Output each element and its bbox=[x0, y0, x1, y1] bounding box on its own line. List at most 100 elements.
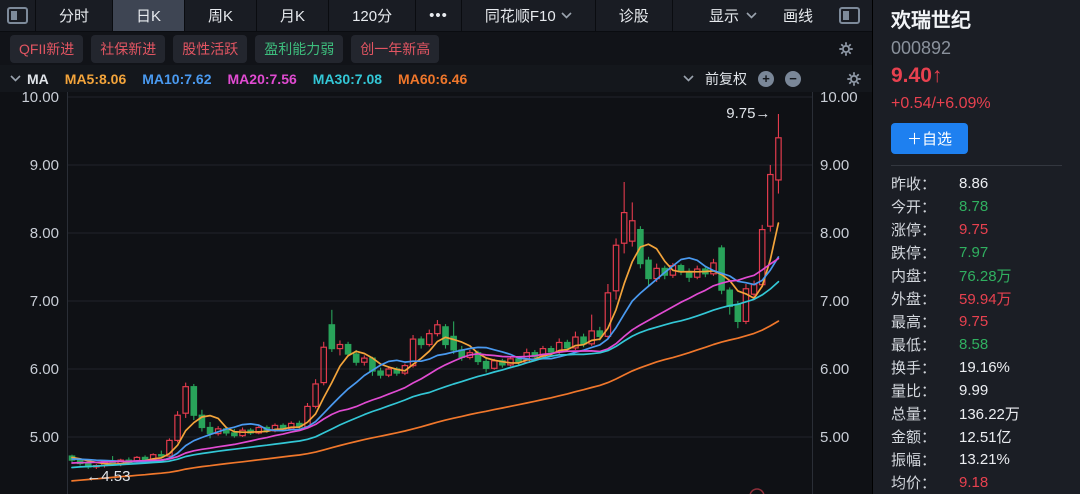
add-watchlist-button[interactable]: ＋自选 bbox=[891, 122, 969, 154]
chart-settings-button[interactable] bbox=[846, 71, 862, 87]
ma-legend-title: MA bbox=[27, 70, 49, 87]
stat-value: 9.99 bbox=[959, 381, 989, 399]
stat-label: 外盘： bbox=[891, 290, 937, 308]
tab-日K[interactable]: 日K bbox=[113, 0, 186, 31]
zoom-out-button[interactable]: − bbox=[785, 70, 801, 87]
toolbar-画线[interactable]: 画线 bbox=[783, 5, 813, 26]
grid-layer: 5.00 5.00 6.00 6.00 7.00 7.00 8.00 8.00 9.00 9.00… bbox=[21, 89, 858, 494]
stat-row: 金额： 12.51亿 bbox=[891, 425, 1080, 448]
y-axis-label-right: 5.00 bbox=[820, 429, 849, 446]
ma30-line bbox=[71, 280, 780, 469]
signal-tagbar: QFII新进 社保新进 股性活跃 盈利能力弱 创一年新高 bbox=[0, 32, 872, 65]
zoom-in-button[interactable]: + bbox=[758, 70, 774, 87]
stat-label: 金额： bbox=[891, 428, 937, 446]
stat-row: 均价： 9.18 bbox=[891, 471, 1080, 494]
tab-诊股[interactable]: 诊股 bbox=[596, 0, 673, 31]
gear-icon bbox=[847, 71, 861, 86]
tab-同花顺F10[interactable]: 同花顺F10 bbox=[462, 0, 596, 31]
y-axis-label-right: 9.00 bbox=[820, 157, 849, 174]
stat-row: 最低： 8.58 bbox=[891, 333, 1080, 356]
ma-value-label: MA10:7.62 bbox=[142, 70, 212, 87]
last-price: 9.40↑ bbox=[891, 64, 943, 88]
stat-row: 最高： 9.75 bbox=[891, 310, 1080, 333]
ma-legend-values: MA5:8.06 MA10:7.62 MA20:7.56 MA30:7.08 MA60:… bbox=[65, 71, 468, 87]
signal-tag[interactable]: 股性活跃 bbox=[173, 34, 248, 63]
stat-value: 136.22万 bbox=[959, 405, 1020, 423]
stat-value: 76.28万 bbox=[959, 267, 1012, 285]
ma-value-label: MA5:8.06 bbox=[64, 70, 127, 87]
tab-月K[interactable]: 月K bbox=[257, 0, 330, 31]
period-tabs: 分时 日K 周K 月K 120分 ••• 同花顺F10 诊股 bbox=[36, 0, 673, 31]
stat-value: 8.86 bbox=[959, 174, 989, 192]
y-axis-label-left: 10.00 bbox=[21, 92, 59, 106]
tab-周K[interactable]: 周K bbox=[185, 0, 258, 31]
watermark-logo bbox=[749, 488, 765, 494]
chart-area: 5.00 5.00 6.00 6.00 7.00 7.00 8.00 8.00 9.00 9.00… bbox=[0, 89, 872, 494]
signal-tag[interactable]: 盈利能力弱 bbox=[255, 34, 344, 63]
stat-value: 9.75 bbox=[959, 312, 989, 330]
y-axis-label-left: 5.00 bbox=[30, 429, 59, 446]
ma5-line bbox=[71, 222, 780, 466]
stat-row: 换手： 19.16% bbox=[891, 356, 1080, 379]
stat-label: 昨收： bbox=[891, 175, 937, 193]
adjust-mode-selector[interactable]: 前复权 bbox=[705, 70, 747, 87]
stat-label: 总量： bbox=[891, 405, 937, 423]
stat-value: 13.21% bbox=[959, 450, 1010, 468]
ma-value-label: MA20:7.56 bbox=[227, 70, 297, 87]
stat-label: 涨停： bbox=[891, 221, 937, 239]
tab-分时[interactable]: 分时 bbox=[36, 0, 114, 31]
tab-label: 诊股 bbox=[618, 8, 649, 25]
y-axis-label-right: 7.00 bbox=[820, 293, 849, 310]
y-axis-label-left: 7.00 bbox=[30, 293, 59, 310]
toolbar-item-label: 画线 bbox=[782, 8, 813, 25]
ma10-line bbox=[71, 256, 780, 463]
stat-label: 均价： bbox=[891, 474, 937, 492]
chevron-down-icon bbox=[10, 75, 21, 82]
period-tabbar: 分时 日K 周K 月K 120分 ••• 同花顺F10 诊股 显示 画线 bbox=[0, 0, 872, 32]
signal-tags: QFII新进 社保新进 股性活跃 盈利能力弱 创一年新高 bbox=[10, 34, 440, 63]
chevron-down-icon bbox=[683, 75, 694, 82]
tagbar-settings-button[interactable] bbox=[838, 41, 854, 57]
stock-name: 欢瑞世纪 bbox=[891, 10, 971, 32]
y-axis-label-left: 6.00 bbox=[30, 361, 59, 378]
stat-value: 9.75 bbox=[959, 220, 989, 238]
tab-label: 120分 bbox=[352, 8, 393, 25]
stat-row: 跌停： 7.97 bbox=[891, 241, 1080, 264]
ma-value-label: MA30:7.08 bbox=[312, 70, 383, 87]
stat-row: 涨停： 9.75 bbox=[891, 218, 1080, 241]
ma-legend-toggle[interactable]: MA bbox=[10, 71, 49, 87]
stat-label: 内盘： bbox=[891, 267, 937, 285]
toolbar-item-label: 显示 bbox=[708, 8, 739, 25]
toolbar-显示[interactable]: 显示 bbox=[709, 5, 757, 26]
quote-stats: 昨收： 8.86 今开： 8.78 涨停： 9.75 跌停： 7.97 内盘： 76.28万 外盘：… bbox=[891, 172, 1080, 494]
signal-tag[interactable]: 社保新进 bbox=[91, 34, 166, 63]
stat-value: 12.51亿 bbox=[959, 428, 1012, 446]
tab-•••[interactable]: ••• bbox=[416, 0, 462, 31]
gear-icon bbox=[839, 41, 853, 56]
stat-row: 量比： 9.99 bbox=[891, 379, 1080, 402]
y-axis-label-right: 6.00 bbox=[820, 361, 849, 378]
left-panel-toggle-button[interactable] bbox=[0, 0, 36, 31]
signal-tag[interactable]: 创一年新高 bbox=[351, 34, 440, 63]
candlestick-chart[interactable]: 5.00 5.00 6.00 6.00 7.00 7.00 8.00 8.00 9.00 9.00… bbox=[0, 89, 872, 494]
stat-value: 59.94万 bbox=[959, 290, 1012, 308]
right-panel-toggle-button[interactable] bbox=[839, 7, 860, 24]
stat-row: 外盘： 59.94万 bbox=[891, 287, 1080, 310]
signal-tag[interactable]: QFII新进 bbox=[10, 34, 84, 63]
stat-label: 量比： bbox=[891, 382, 937, 400]
ma-value-label: MA60:6.46 bbox=[398, 70, 468, 87]
candlestick-layer bbox=[68, 114, 782, 469]
stat-label: 最低： bbox=[891, 336, 937, 354]
ma20-line bbox=[71, 257, 780, 464]
ma60-line bbox=[71, 320, 780, 482]
chevron-down-icon bbox=[746, 12, 757, 19]
y-axis-label-left: 9.00 bbox=[30, 157, 59, 174]
tab-120分[interactable]: 120分 bbox=[329, 0, 417, 31]
tabbar-right-items: 显示 画线 bbox=[709, 5, 813, 26]
sidebar-toggle-icon bbox=[7, 7, 28, 24]
price-annotation: ←4.53 bbox=[86, 468, 130, 485]
price-annotation: 9.75→ bbox=[726, 105, 770, 122]
stat-label: 换手： bbox=[891, 359, 937, 377]
stock-code: 000892 bbox=[891, 38, 952, 58]
